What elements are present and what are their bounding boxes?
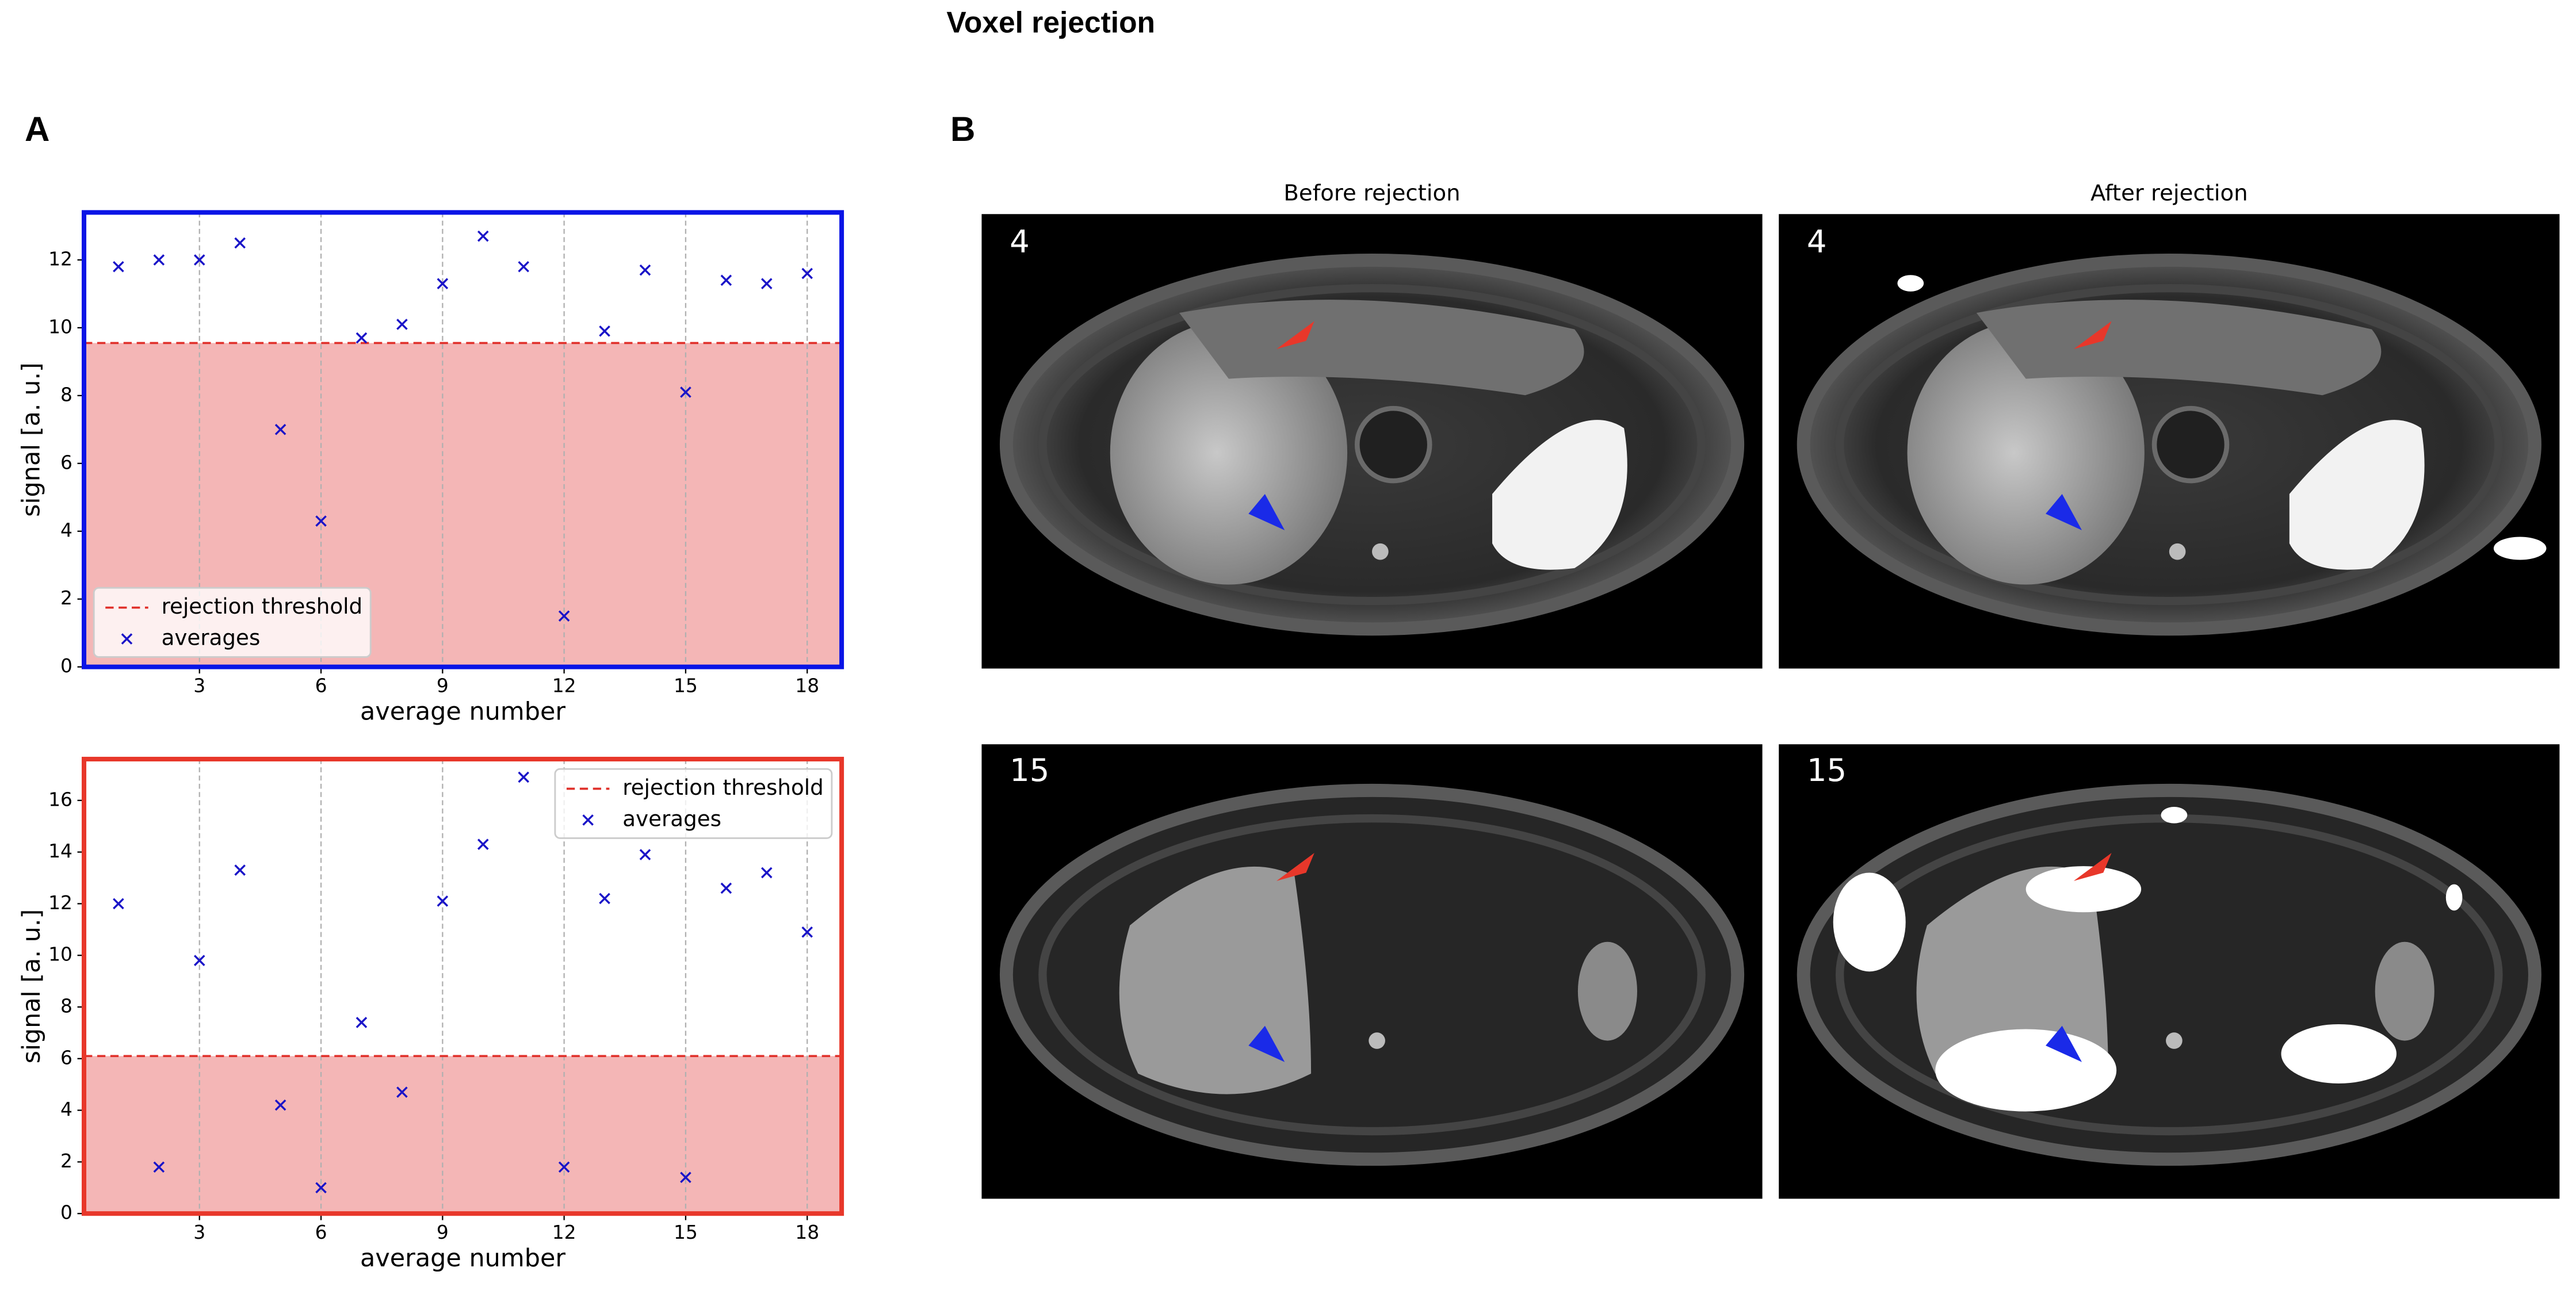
data-point: [801, 267, 813, 279]
y-tick-label: 16: [48, 788, 72, 810]
y-tick-label: 4: [60, 519, 72, 541]
y-tick-label: 2: [60, 587, 72, 609]
y-tick-label: 10: [48, 943, 72, 966]
data-point: [356, 332, 368, 344]
x-tick-label: 9: [437, 674, 449, 696]
data-point: [680, 1171, 691, 1184]
x-tick-label: 12: [552, 1221, 576, 1243]
data-point: [234, 237, 246, 249]
x-tick-label: 15: [674, 674, 698, 696]
image-label: 4: [1010, 224, 1030, 260]
data-point: [477, 230, 489, 242]
data-point: [680, 386, 691, 398]
data-point: [437, 895, 449, 907]
y-tick-label: 14: [48, 840, 72, 862]
panel-label: A: [25, 110, 49, 148]
column-caption: Before rejection: [1283, 180, 1460, 206]
legend-label: rejection threshold: [162, 593, 363, 619]
y-tick-label: 4: [60, 1098, 72, 1120]
y-tick-label: 6: [60, 451, 72, 473]
y-tick-label: 8: [60, 383, 72, 405]
x-tick-label: 9: [437, 1221, 449, 1243]
panel-label: B: [950, 110, 975, 148]
data-point: [639, 264, 651, 276]
x-tick-label: 12: [552, 674, 576, 696]
y-tick-label: 0: [60, 1201, 72, 1224]
data-point: [193, 955, 205, 966]
legend-box: [554, 768, 833, 839]
data-point: [315, 515, 327, 527]
data-point: [315, 1182, 327, 1194]
rejection-region: [84, 1056, 842, 1214]
image-label: 4: [1807, 224, 1827, 260]
data-point: [356, 1017, 368, 1028]
legend-label: rejection threshold: [622, 775, 824, 800]
mri-image: [1779, 214, 2559, 668]
column-caption: After rejection: [2090, 180, 2248, 206]
data-point: [760, 867, 773, 879]
image-label: 15: [1010, 752, 1049, 788]
data-point: [153, 1161, 165, 1173]
data-point: [801, 926, 813, 938]
y-tick-label: 12: [48, 891, 72, 914]
y-tick-label: 6: [60, 1046, 72, 1069]
y-tick-label: 12: [48, 247, 72, 270]
data-point: [274, 424, 286, 435]
data-point: [599, 893, 610, 905]
data-point: [153, 254, 165, 266]
x-axis-label: average number: [360, 697, 565, 726]
legend-box: [93, 587, 372, 658]
x-tick-label: 6: [315, 674, 327, 696]
y-tick-label: 2: [60, 1150, 72, 1172]
legend-label: averages: [162, 625, 261, 650]
mri-image: [981, 214, 1762, 668]
data-point: [477, 838, 489, 850]
data-point: [518, 771, 530, 783]
y-tick-label: 0: [60, 654, 72, 677]
y-axis-label: signal [a. u.]: [17, 362, 46, 517]
data-point: [518, 261, 530, 273]
x-tick-label: 18: [795, 674, 819, 696]
rejected-voxels: [1833, 275, 2547, 1112]
x-tick-label: 3: [193, 674, 205, 696]
data-point: [113, 261, 124, 273]
data-point: [599, 325, 610, 337]
data-point: [639, 849, 651, 860]
data-point: [760, 278, 773, 290]
image-label: 15: [1807, 752, 1847, 788]
data-point: [113, 898, 124, 910]
legend-swatch: [121, 633, 133, 645]
data-point: [558, 1161, 570, 1173]
y-axis-label: signal [a. u.]: [17, 909, 46, 1064]
data-point: [396, 319, 408, 330]
legend-label: averages: [622, 806, 721, 831]
data-point: [193, 254, 205, 266]
data-point: [437, 278, 449, 290]
x-tick-label: 18: [795, 1221, 819, 1243]
x-tick-label: 6: [315, 1221, 327, 1243]
x-axis-label: average number: [360, 1244, 565, 1273]
y-tick-label: 10: [48, 315, 72, 338]
data-point: [720, 274, 732, 286]
mri-image: [981, 744, 1762, 1198]
plot-frame: [82, 756, 844, 1216]
data-point: [396, 1086, 408, 1098]
data-point: [234, 864, 246, 876]
x-tick-label: 15: [674, 1221, 698, 1243]
y-tick-label: 8: [60, 995, 72, 1017]
data-point: [558, 610, 570, 622]
legend-swatch: [582, 814, 594, 826]
data-point: [274, 1099, 286, 1111]
figure-title: Voxel rejection: [946, 6, 1155, 39]
plot-frame: [82, 210, 844, 669]
x-tick-label: 3: [193, 1221, 205, 1243]
data-point: [720, 882, 732, 894]
